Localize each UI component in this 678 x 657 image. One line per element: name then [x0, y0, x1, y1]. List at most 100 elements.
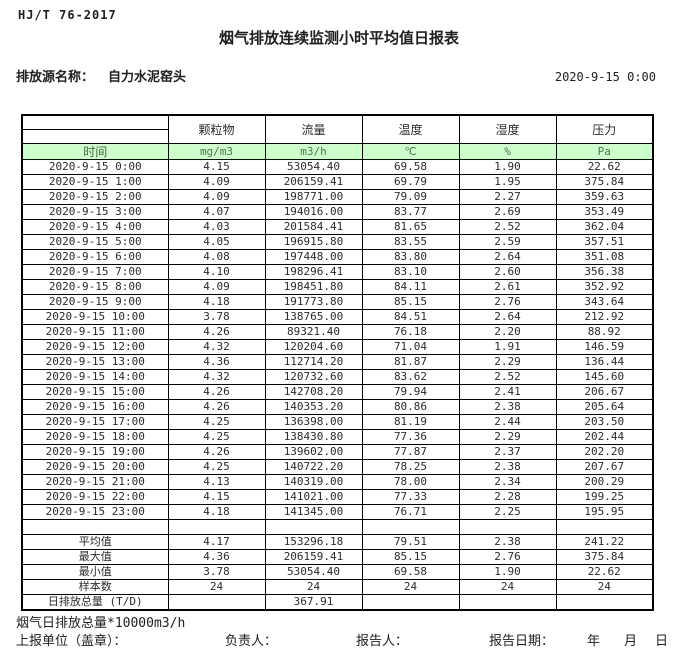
column-header-pressure: 压力 — [555, 114, 654, 144]
time-cell: 2020-9-15 11:00 — [21, 324, 169, 340]
value-cell: 2.59 — [458, 234, 557, 250]
table-row: 2020-9-15 21:00 4.13 140319.00 78.00 2.34 200… — [21, 474, 654, 490]
value-cell: 2.20 — [458, 324, 557, 340]
column-header-temperature: 温度 — [361, 114, 460, 144]
value-cell: 2.61 — [458, 279, 557, 295]
table-row: 2020-9-15 9:00 4.18 191773.80 85.15 2.76 343.… — [21, 294, 654, 310]
value-cell: 4.18 — [167, 504, 266, 520]
value-cell: 375.84 — [555, 174, 654, 190]
value-cell: 153296.18 — [264, 534, 363, 550]
value-cell: 141345.00 — [264, 504, 363, 520]
column-header-particulate: 颗粒物 — [167, 114, 266, 144]
column-header-flow: 流量 — [264, 114, 363, 144]
value-cell: 69.58 — [361, 564, 460, 580]
value-cell: 136.44 — [555, 354, 654, 370]
info-row: 排放源名称： 自力水泥窑头 2020-9-15 0:00 — [16, 66, 656, 85]
time-cell: 2020-9-15 21:00 — [21, 474, 169, 490]
value-cell: 4.10 — [167, 264, 266, 280]
table-row: 2020-9-15 7:00 4.10 198296.41 83.10 2.60 356.… — [21, 264, 654, 280]
value-cell: 2.38 — [458, 399, 557, 415]
value-cell: 2.41 — [458, 384, 557, 400]
value-cell: 53054.40 — [264, 159, 363, 175]
time-cell: 2020-9-15 1:00 — [21, 174, 169, 190]
unit-flow: m3/h — [264, 143, 363, 160]
value-cell: 2.64 — [458, 249, 557, 265]
table-row: 2020-9-15 18:00 4.25 138430.80 77.36 2.29 202… — [21, 429, 654, 445]
value-cell: 120204.60 — [264, 339, 363, 355]
value-cell: 76.71 — [361, 504, 460, 520]
value-cell: 2.69 — [458, 204, 557, 220]
value-cell: 24 — [264, 579, 363, 595]
time-cell: 2020-9-15 7:00 — [21, 264, 169, 280]
value-cell: 77.36 — [361, 429, 460, 445]
value-cell: 4.08 — [167, 249, 266, 265]
summary-label-cell: 平均值 — [21, 534, 169, 550]
value-cell: 2.29 — [458, 354, 557, 370]
time-cell: 2020-9-15 8:00 — [21, 279, 169, 295]
table-row: 2020-9-15 5:00 4.05 196915.80 83.55 2.59 357.… — [21, 234, 654, 250]
value-cell: 83.80 — [361, 249, 460, 265]
summary-row: 最小值 3.78 53054.40 69.58 1.90 22.62 — [21, 564, 654, 580]
time-cell: 2020-9-15 16:00 — [21, 399, 169, 415]
value-cell: 4.32 — [167, 369, 266, 385]
table-row: 2020-9-15 22:00 4.15 141021.00 77.33 2.28 199… — [21, 489, 654, 505]
value-cell: 198771.00 — [264, 189, 363, 205]
value-cell: 2.34 — [458, 474, 557, 490]
value-cell: 79.09 — [361, 189, 460, 205]
column-header-humidity: 湿度 — [458, 114, 557, 144]
value-cell: 202.20 — [555, 444, 654, 460]
summary-label-cell: 最小值 — [21, 564, 169, 580]
value-cell: 2.25 — [458, 504, 557, 520]
time-column-header: 时间 — [21, 143, 169, 160]
value-cell: 83.10 — [361, 264, 460, 280]
value-cell: 197448.00 — [264, 249, 363, 265]
value-cell: 367.91 — [264, 594, 363, 611]
value-cell: 241.22 — [555, 534, 654, 550]
time-cell: 2020-9-15 10:00 — [21, 309, 169, 325]
value-cell: 200.29 — [555, 474, 654, 490]
table-row: 2020-9-15 0:00 4.15 53054.40 69.58 1.90 22.62 — [21, 159, 654, 175]
value-cell: 4.15 — [167, 489, 266, 505]
value-cell: 3.78 — [167, 564, 266, 580]
value-cell: 4.09 — [167, 174, 266, 190]
time-cell: 2020-9-15 9:00 — [21, 294, 169, 310]
reporting-unit-label: 上报单位（盖章）： — [16, 634, 127, 649]
summary-label-cell: 日排放总量 (T/D) — [21, 594, 169, 611]
value-cell: 140353.20 — [264, 399, 363, 415]
value-cell — [555, 594, 654, 611]
value-cell: 2.28 — [458, 489, 557, 505]
value-cell: 81.19 — [361, 414, 460, 430]
value-cell: 83.77 — [361, 204, 460, 220]
hourly-averages-table: 颗粒物 流量 温度 湿度 压力 时间 mg/m3 m3/h ℃ % Pa 202… — [21, 114, 654, 611]
value-cell: 2.37 — [458, 444, 557, 460]
value-cell: 22.62 — [555, 564, 654, 580]
table-row: 2020-9-15 3:00 4.07 194016.00 83.77 2.69 353.… — [21, 204, 654, 220]
value-cell: 139602.00 — [264, 444, 363, 460]
unit-humidity: % — [458, 143, 557, 160]
value-cell: 77.87 — [361, 444, 460, 460]
time-cell: 2020-9-15 14:00 — [21, 369, 169, 385]
value-cell: 83.55 — [361, 234, 460, 250]
value-cell: 4.09 — [167, 279, 266, 295]
table-row: 2020-9-15 2:00 4.09 198771.00 79.09 2.27 359.… — [21, 189, 654, 205]
value-cell: 140722.20 — [264, 459, 363, 475]
time-cell: 2020-9-15 15:00 — [21, 384, 169, 400]
value-cell: 2.76 — [458, 294, 557, 310]
value-cell: 356.38 — [555, 264, 654, 280]
value-cell: 1.91 — [458, 339, 557, 355]
value-cell: 53054.40 — [264, 564, 363, 580]
value-cell: 3.78 — [167, 309, 266, 325]
value-cell: 24 — [361, 579, 460, 595]
value-cell: 4.15 — [167, 159, 266, 175]
value-cell: 4.32 — [167, 339, 266, 355]
value-cell: 198451.80 — [264, 279, 363, 295]
summary-label-cell: 样本数 — [21, 579, 169, 595]
value-cell: 362.04 — [555, 219, 654, 235]
responsible-person-label: 负责人： — [225, 634, 278, 649]
value-cell: 206159.41 — [264, 549, 363, 565]
summary-row: 平均值 4.17 153296.18 79.51 2.38 241.22 — [21, 534, 654, 550]
page-title: 烟气排放连续监测小时平均值日报表 — [218, 29, 459, 47]
value-cell: 76.18 — [361, 324, 460, 340]
blank-corner-cell-top — [21, 114, 169, 130]
value-cell: 81.65 — [361, 219, 460, 235]
